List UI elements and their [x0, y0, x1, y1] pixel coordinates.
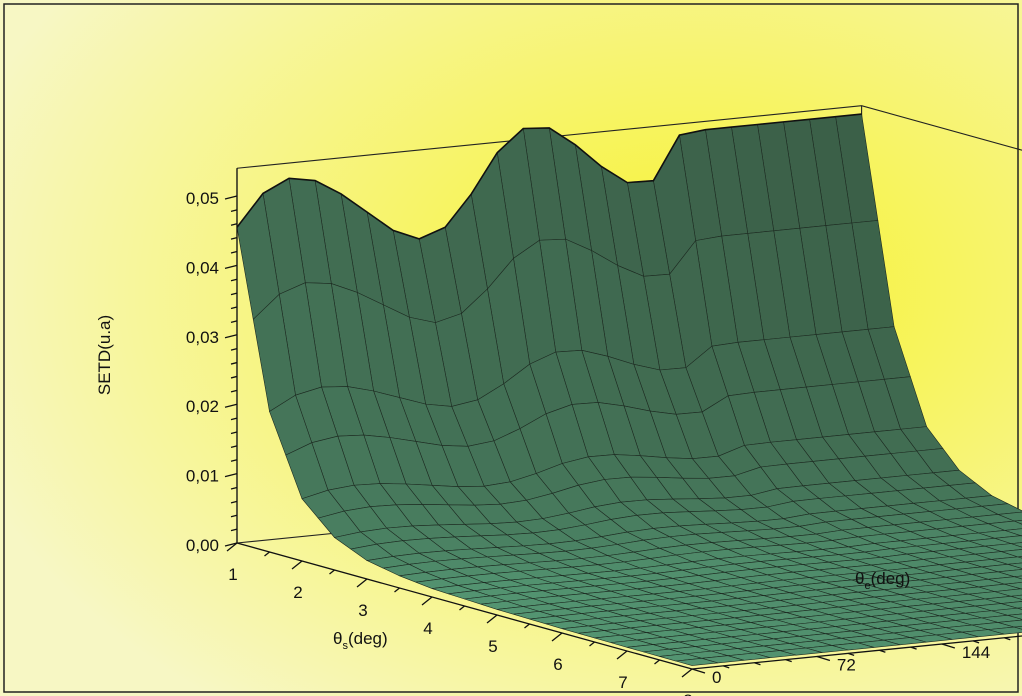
axes: 0,000,010,020,030,040,051234567807214421…	[186, 168, 1022, 696]
x-tick-label: 6	[553, 655, 562, 674]
z-tick-label: 0,05	[186, 189, 219, 208]
z-major-tick	[224, 472, 238, 478]
z-minor-tick	[230, 348, 238, 351]
z-minor-tick	[230, 250, 238, 254]
x-tick-label: 2	[293, 583, 302, 602]
z-tick-label: 0,02	[186, 397, 219, 416]
y-major-tick	[816, 655, 831, 662]
y-tick-label: 0	[712, 668, 721, 687]
x-tick-label: 7	[618, 673, 627, 692]
y-tick-label: 72	[837, 656, 856, 675]
x-major-tick	[226, 542, 238, 552]
y-axis-title: θe(deg)	[855, 569, 910, 592]
z-major-tick	[224, 403, 238, 408]
x-major-tick	[421, 596, 433, 606]
y-minor-tick	[785, 659, 792, 663]
z-tick-label: 0,01	[186, 467, 219, 486]
z-major-tick	[224, 264, 238, 270]
z-minor-tick	[230, 361, 238, 365]
y-minor-tick	[1004, 637, 1011, 641]
x-tick-label: 3	[358, 601, 367, 620]
z-minor-tick	[230, 375, 238, 379]
z-minor-tick	[230, 528, 238, 532]
z-tick-label: 0,04	[186, 258, 219, 277]
x-major-tick	[616, 650, 628, 660]
y-minor-tick	[972, 640, 980, 644]
z-minor-tick	[230, 500, 238, 504]
x-axis-title: θs(deg)	[333, 629, 388, 652]
plot-border	[3, 3, 1019, 693]
z-minor-tick	[230, 389, 238, 393]
x-minor-tick	[524, 623, 530, 629]
x-major-tick	[551, 632, 563, 642]
y-minor-tick	[879, 649, 886, 653]
x-minor-tick	[264, 551, 270, 557]
y-minor-tick	[754, 662, 761, 666]
z-minor-tick	[230, 223, 238, 226]
surface-cell	[675, 658, 719, 666]
x-minor-tick	[394, 587, 400, 593]
z-major-tick	[224, 334, 238, 339]
x-tick-label: 1	[228, 565, 237, 584]
z-tick-label: 0,03	[186, 328, 219, 347]
z-minor-tick	[230, 486, 238, 490]
y-minor-tick	[847, 652, 855, 656]
x-tick-label: 4	[423, 619, 432, 638]
x-tick-label: 8	[683, 691, 692, 696]
y-major-tick	[691, 668, 706, 674]
z-axis-title: SETD(u.a)	[95, 315, 114, 395]
x-major-tick	[356, 578, 368, 588]
surface-mesh	[236, 113, 1022, 666]
x-minor-tick	[654, 659, 660, 665]
x-major-tick	[681, 668, 693, 678]
z-minor-tick	[230, 459, 238, 462]
y-minor-tick	[723, 665, 730, 669]
z-minor-tick	[230, 320, 238, 324]
z-minor-tick	[230, 306, 238, 310]
x-major-tick	[291, 560, 303, 570]
x-minor-tick	[589, 641, 595, 647]
z-major-tick	[224, 542, 238, 547]
z-minor-tick	[230, 292, 238, 296]
x-major-tick	[486, 614, 498, 624]
x-minor-tick	[329, 569, 335, 575]
z-minor-tick	[230, 417, 238, 421]
y-major-tick	[941, 643, 956, 649]
x-minor-tick	[459, 605, 465, 611]
surface-back-edge	[236, 113, 862, 240]
z-minor-tick	[230, 431, 238, 435]
z-tick-label: 0,00	[186, 536, 219, 555]
wall-top-edges	[236, 105, 1022, 169]
z-minor-tick	[230, 445, 238, 448]
z-minor-tick	[230, 514, 238, 518]
z-major-tick	[224, 195, 238, 200]
x-tick-label: 5	[488, 637, 497, 656]
z-minor-tick	[230, 237, 238, 240]
y-minor-tick	[910, 646, 917, 650]
z-minor-tick	[230, 209, 238, 213]
y-tick-label: 144	[962, 643, 990, 662]
z-minor-tick	[230, 278, 238, 282]
